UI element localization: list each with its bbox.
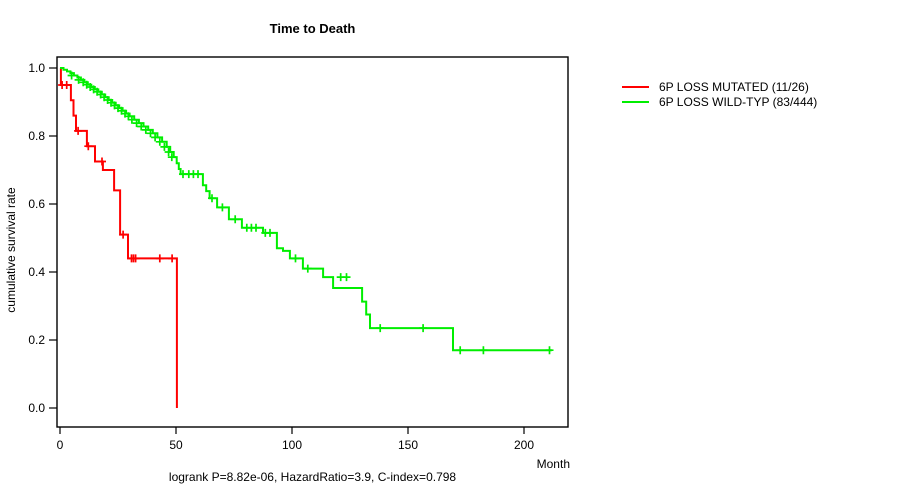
censor-mark (98, 157, 106, 166)
censor-mark (67, 71, 76, 80)
censor-mark (160, 142, 169, 151)
survival-curve-0 (59, 67, 178, 408)
censor-mark (137, 122, 146, 131)
censor-mark (208, 194, 216, 203)
censor-mark (74, 75, 83, 84)
censor-marks-0 (58, 81, 177, 263)
censor-marks-1 (67, 71, 554, 355)
censor-mark (84, 142, 93, 151)
censor-mark (127, 115, 136, 124)
legend-item-wildtype: 6P LOSS WILD-TYP (83/444) (622, 94, 817, 109)
censor-mark (303, 264, 312, 273)
censor-mark (168, 254, 177, 263)
censor-mark (155, 137, 164, 146)
censor-mark (252, 223, 260, 232)
censor-mark (419, 324, 428, 333)
x-tick-label: 200 (514, 438, 534, 452)
censor-mark (131, 254, 140, 263)
stats-caption: logrank P=8.82e-06, HazardRatio=3.9, C-i… (168, 470, 457, 484)
x-tick-label: 0 (57, 438, 64, 452)
censor-mark (376, 324, 385, 333)
censor-mark (119, 230, 128, 239)
censor-mark (74, 126, 83, 135)
legend-label-mutated: 6P LOSS MUTATED (11/26) (659, 79, 809, 94)
plot-box (56, 56, 569, 428)
censor-mark (545, 346, 554, 355)
censor-mark (479, 346, 488, 355)
survival-curve-1 (60, 67, 552, 352)
x-tick-label: 100 (282, 438, 302, 452)
censor-mark (167, 153, 176, 162)
censor-mark (141, 125, 150, 134)
y-tick-label: 0.6 (28, 197, 45, 211)
legend-item-mutated: 6P LOSS MUTATED (11/26) (622, 79, 817, 94)
censor-mark (132, 119, 141, 128)
y-tick-label: 0.0 (28, 401, 45, 415)
censor-mark (62, 81, 71, 89)
x-axis-unit-label: Month (536, 457, 570, 471)
y-tick-label: 0.2 (28, 333, 45, 347)
censor-mark (266, 228, 274, 237)
censor-mark (194, 170, 202, 179)
y-tick-label: 0.4 (28, 265, 45, 279)
legend: 6P LOSS MUTATED (11/26) 6P LOSS WILD-TYP… (622, 79, 817, 109)
y-tick-label: 1.0 (28, 61, 45, 75)
censor-mark (218, 203, 227, 212)
censor-mark (231, 215, 240, 224)
x-tick-label: 50 (169, 438, 183, 452)
censor-mark (151, 133, 160, 142)
censor-mark (291, 254, 300, 263)
legend-line-green-icon (622, 100, 649, 103)
censor-mark (456, 346, 465, 355)
legend-line-red-icon (622, 85, 649, 88)
legend-label-wildtype: 6P LOSS WILD-TYP (83/444) (659, 94, 818, 109)
chart-title: Time to Death (269, 21, 356, 36)
censor-mark (164, 148, 173, 156)
censor-mark (146, 129, 155, 138)
y-tick-label: 0.8 (28, 129, 45, 143)
censor-mark (155, 254, 164, 263)
x-tick-label: 150 (398, 438, 418, 452)
censor-mark (342, 273, 351, 282)
